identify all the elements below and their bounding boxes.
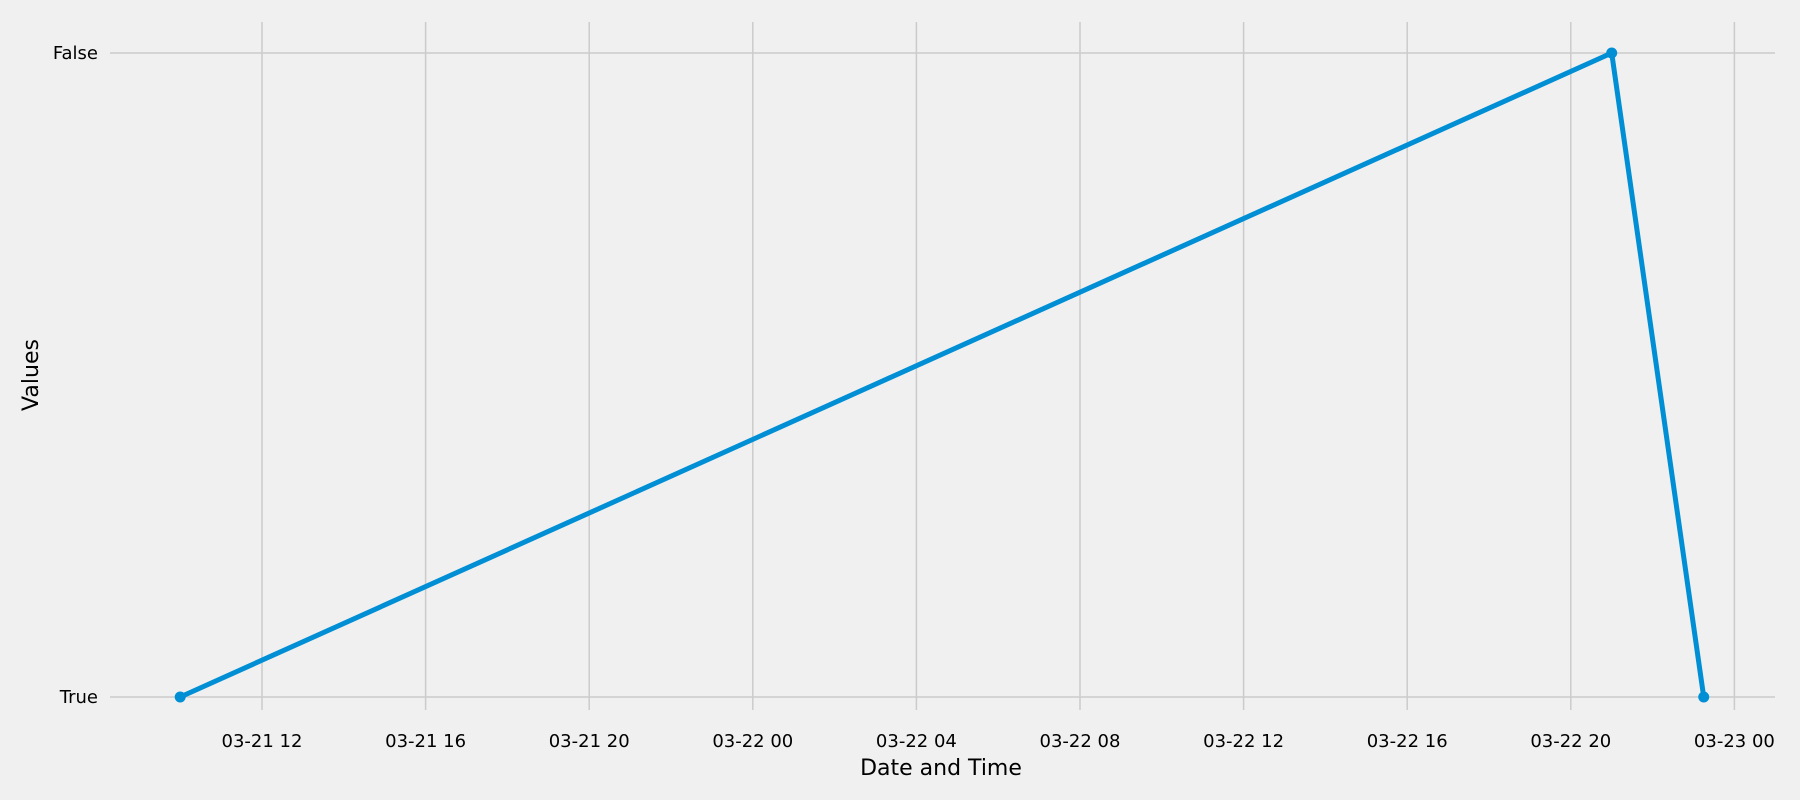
x-tick-labels: 03-21 12 03-21 16 03-21 20 03-22 00 03-22 04… [222,731,1775,752]
x-tick-label: 03-22 08 [1040,731,1121,752]
y-gridlines [110,52,1775,698]
x-tick-label: 03-22 12 [1203,731,1284,752]
x-axis-title: Date and Time [860,756,1022,781]
x-tick-label: 03-21 16 [385,731,466,752]
data-point [1698,691,1710,703]
x-tick-label: 03-23 00 [1694,731,1775,752]
y-tick-label: True [59,687,98,708]
x-tick-label: 03-22 16 [1367,731,1448,752]
data-point [1606,47,1618,59]
y-axis-title: Values [19,339,44,411]
series-layer [174,47,1710,703]
x-tick-label: 03-22 04 [876,731,957,752]
x-tick-label: 03-22 00 [712,731,793,752]
x-tick-label: 03-21 20 [549,731,630,752]
y-tick-labels: True False [53,43,98,708]
data-point [174,691,186,703]
y-tick-label: False [53,43,98,64]
x-tick-label: 03-22 20 [1530,731,1611,752]
x-tick-label: 03-21 12 [222,731,303,752]
